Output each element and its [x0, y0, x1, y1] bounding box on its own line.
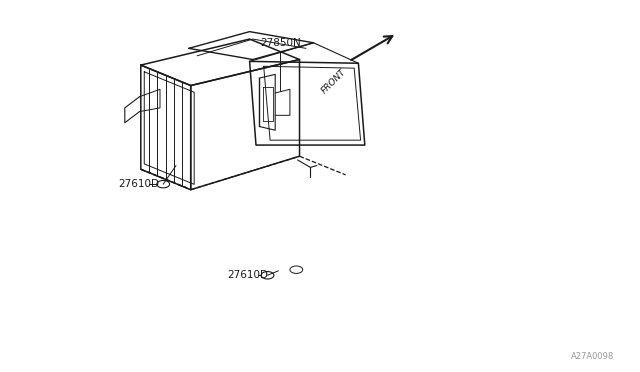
- Text: A27A0098: A27A0098: [571, 352, 614, 361]
- Text: 27610D: 27610D: [118, 179, 159, 189]
- Text: FRONT: FRONT: [319, 67, 348, 95]
- Text: 27610D: 27610D: [227, 270, 268, 280]
- Text: 27850N: 27850N: [260, 38, 301, 48]
